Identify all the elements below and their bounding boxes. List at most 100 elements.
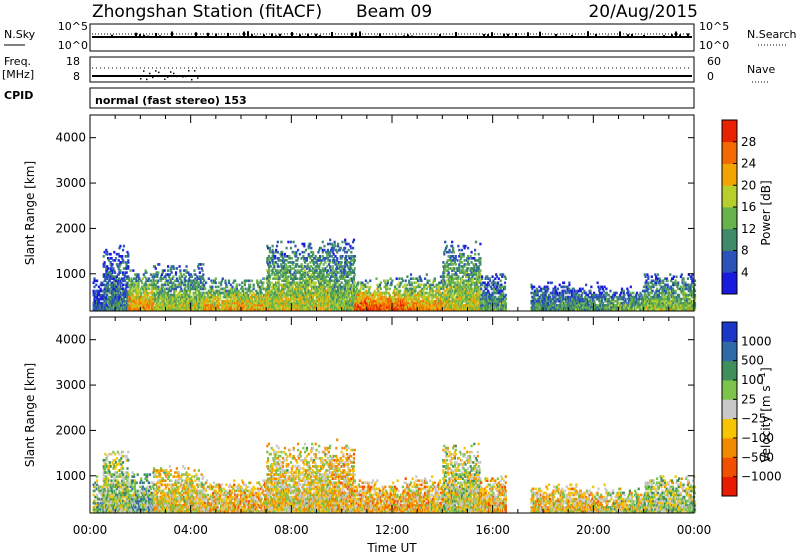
- heatmap-cell: [94, 306, 97, 309]
- heatmap-cell: [292, 283, 295, 287]
- heatmap-cell: [122, 289, 125, 293]
- heatmap-cell: [316, 277, 319, 280]
- heatmap-cell: [162, 283, 165, 287]
- heatmap-cell: [307, 289, 310, 293]
- heatmap-cell: [124, 306, 127, 309]
- heatmap-cell: [257, 283, 260, 287]
- heatmap-cell: [113, 250, 116, 254]
- heatmap-cell: [146, 304, 149, 307]
- heatmap-cell: [227, 304, 231, 307]
- heatmap-cell: [418, 306, 421, 309]
- heatmap-cell: [148, 306, 151, 309]
- heatmap-cell: [308, 304, 311, 307]
- heatmap-cell: [288, 255, 291, 258]
- heatmap-cell: [189, 289, 192, 293]
- heatmap-cell: [253, 295, 256, 299]
- heatmap-cell: [156, 273, 159, 276]
- heatmap-cell: [333, 240, 336, 244]
- heatmap-cell: [278, 293, 281, 297]
- heatmap-cell: [408, 281, 411, 285]
- heatmap-cell: [107, 271, 110, 274]
- heatmap-cell: [326, 257, 330, 260]
- heatmap-cell: [190, 297, 193, 301]
- heatmap-cell: [444, 263, 447, 266]
- heatmap-cell: [150, 285, 153, 289]
- heatmap-cell: [143, 275, 146, 278]
- heatmap-cell: [129, 287, 132, 291]
- heatmap-cell: [466, 257, 469, 260]
- heatmap-cell: [284, 267, 287, 270]
- heatmap-cell: [349, 244, 352, 248]
- heatmap-cell: [281, 250, 284, 254]
- heatmap-cell: [105, 291, 108, 295]
- heatmap-cell: [286, 295, 289, 299]
- heatmap-cell: [271, 259, 274, 262]
- heatmap-cell: [288, 261, 291, 264]
- heatmap-cell: [317, 301, 320, 305]
- nsky-spike: [207, 32, 209, 37]
- nsky-spike: [111, 34, 113, 37]
- heatmap-cell: [223, 287, 226, 291]
- heatmap-cell: [307, 277, 310, 280]
- heatmap-cell: [380, 293, 383, 297]
- heatmap-cell: [451, 250, 454, 254]
- heatmap-cell: [231, 304, 234, 307]
- heatmap-cell: [105, 273, 108, 276]
- heatmap-cell: [202, 287, 205, 291]
- heatmap-cell: [365, 295, 368, 299]
- heatmap-cell: [273, 261, 276, 264]
- heatmap-cell: [107, 285, 110, 289]
- heatmap-cell: [301, 287, 304, 291]
- heatmap-cell: [353, 297, 356, 301]
- heatmap-cell: [283, 252, 286, 256]
- heatmap-cell: [347, 271, 350, 274]
- heatmap-cell: [192, 299, 195, 303]
- heatmap-cell: [115, 275, 118, 278]
- heatmap-cell: [298, 252, 301, 256]
- heatmap-cell: [464, 285, 467, 289]
- heatmap-cell: [155, 301, 158, 305]
- heatmap-cell: [277, 281, 280, 285]
- nave-dot: [194, 70, 196, 72]
- heatmap-cell: [355, 301, 358, 305]
- heatmap-cell: [403, 293, 406, 297]
- heatmap-cell: [328, 252, 331, 256]
- nave-dot: [140, 78, 142, 80]
- heatmap-cell: [361, 304, 364, 307]
- heatmap-cell: [360, 285, 363, 289]
- heatmap-cell: [411, 297, 414, 301]
- heatmap-cell: [159, 297, 162, 301]
- heatmap-cell: [471, 275, 474, 278]
- heatmap-cell: [240, 287, 243, 291]
- heatmap-cell: [145, 283, 148, 287]
- heatmap-cell: [363, 299, 367, 303]
- heatmap-cell: [225, 291, 228, 295]
- heatmap-cell: [337, 279, 341, 283]
- heatmap-cell: [194, 283, 197, 287]
- heatmap-cell: [307, 293, 310, 297]
- heatmap-cell: [213, 301, 216, 305]
- heatmap-cell: [368, 287, 371, 291]
- heatmap-cell: [321, 267, 324, 270]
- heatmap-cell: [285, 265, 288, 268]
- heatmap-cell: [184, 306, 187, 309]
- heatmap-cell: [343, 267, 346, 270]
- heatmap-cell: [184, 285, 187, 289]
- heatmap-cell: [189, 279, 193, 283]
- heatmap-cell: [313, 275, 316, 278]
- heatmap-cell: [291, 273, 294, 276]
- heatmap-cell: [175, 304, 178, 307]
- heatmap-cell: [321, 277, 324, 280]
- heatmap-cell: [144, 295, 147, 299]
- heatmap-cell: [392, 301, 395, 305]
- heatmap-cell: [271, 271, 274, 274]
- heatmap-cell: [92, 306, 95, 309]
- heatmap-cell: [359, 281, 362, 285]
- heatmap-cell: [348, 283, 351, 287]
- heatmap-cell: [332, 269, 335, 272]
- heatmap-cell: [116, 265, 119, 268]
- heatmap-cell: [120, 281, 123, 285]
- heatmap-cell: [307, 283, 310, 287]
- heatmap-cell: [376, 283, 379, 287]
- heatmap-cell: [264, 293, 268, 297]
